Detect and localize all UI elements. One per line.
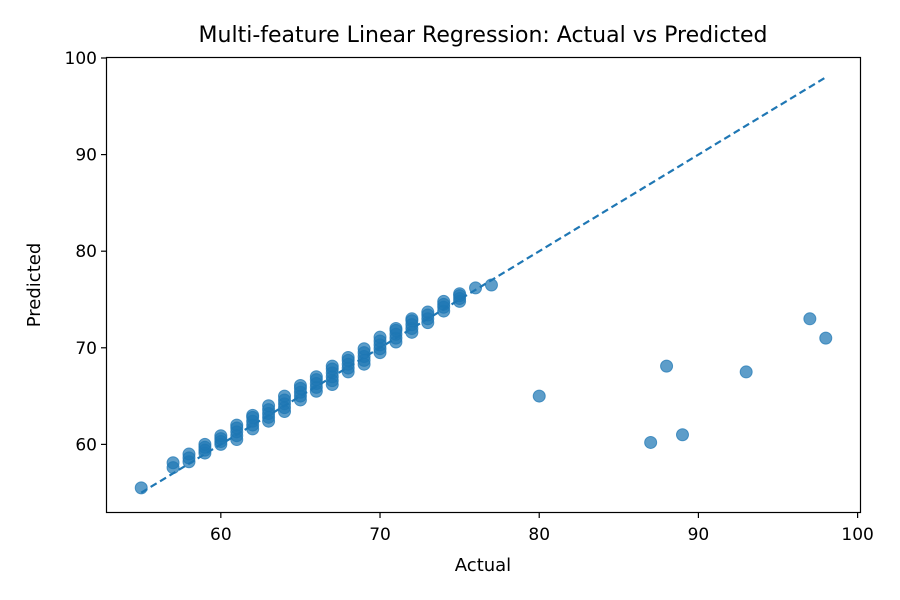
- data-point: [309, 370, 323, 384]
- x-axis-label: Actual: [455, 555, 511, 576]
- data-point: [453, 287, 467, 301]
- points-layer: [134, 278, 833, 495]
- chart-title: Multi-feature Linear Regression: Actual …: [199, 23, 768, 48]
- y-tick-label: 100: [65, 49, 97, 69]
- data-point: [803, 312, 817, 326]
- data-point: [246, 408, 260, 422]
- data-point: [325, 359, 339, 373]
- data-point: [469, 281, 483, 295]
- data-point: [484, 278, 498, 292]
- data-point: [134, 481, 148, 495]
- data-point: [437, 294, 451, 308]
- data-point: [262, 399, 276, 413]
- data-point: [198, 437, 212, 451]
- data-point: [660, 359, 674, 373]
- data-point: [214, 429, 228, 443]
- x-tick-label: 100: [841, 525, 873, 545]
- data-point: [278, 389, 292, 403]
- data-point: [675, 428, 689, 442]
- data-point: [357, 342, 371, 356]
- y-tick-label: 80: [75, 242, 97, 262]
- data-point: [341, 350, 355, 364]
- data-point: [373, 330, 387, 344]
- plot-frame: [105, 56, 862, 514]
- y-axis-label: Predicted: [24, 243, 45, 328]
- data-point: [389, 321, 403, 335]
- data-point: [230, 418, 244, 432]
- x-tick-label: 70: [369, 525, 391, 545]
- x-tick-label: 60: [210, 525, 232, 545]
- x-tick-label: 80: [528, 525, 550, 545]
- data-point: [421, 305, 435, 319]
- data-point: [739, 365, 753, 379]
- data-point: [166, 456, 180, 470]
- data-point: [819, 331, 833, 345]
- data-point: [293, 378, 307, 392]
- data-point: [182, 447, 196, 461]
- x-tick-label: 90: [688, 525, 710, 545]
- y-tick-label: 70: [75, 339, 97, 359]
- data-point: [405, 312, 419, 326]
- y-tick-label: 90: [75, 146, 97, 166]
- data-point: [644, 435, 658, 449]
- ticks-layer: 60 70 80 90 100 60 70 80 90 100: [65, 49, 874, 545]
- y-tick-label: 60: [75, 435, 97, 455]
- data-point: [532, 389, 546, 403]
